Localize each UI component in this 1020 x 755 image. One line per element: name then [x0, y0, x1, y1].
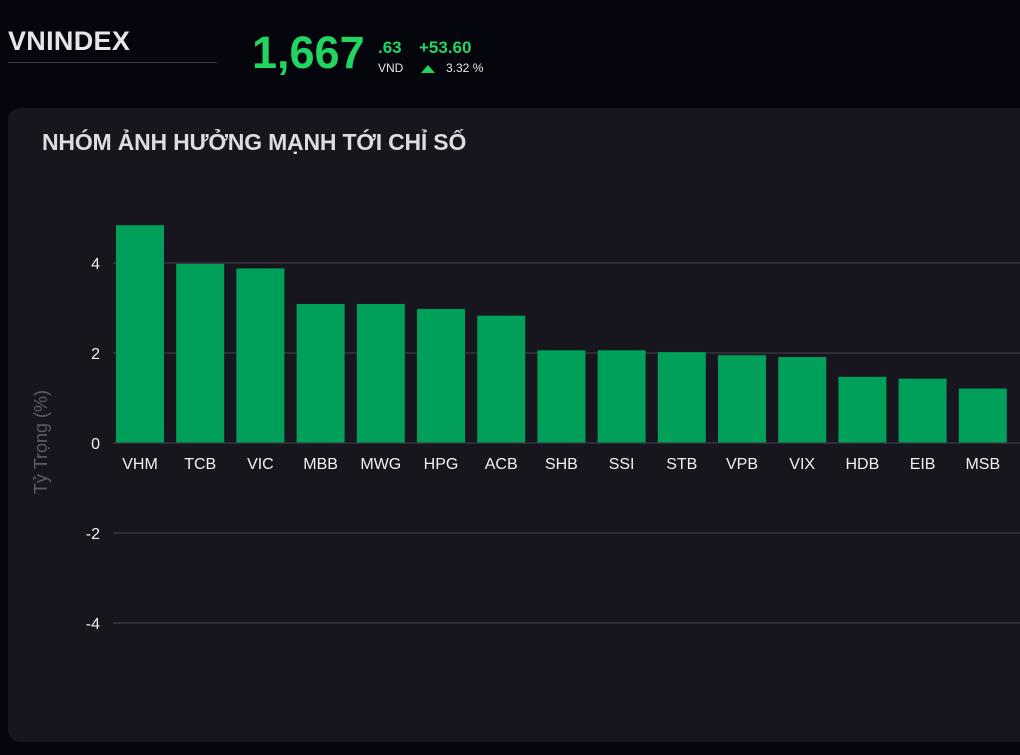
bar-msb[interactable] [958, 388, 1007, 443]
x-tick-label: VIC [247, 456, 274, 473]
x-tick-label: HPG [424, 456, 459, 473]
bar-hdb[interactable] [838, 376, 887, 443]
index-header: VNINDEX 1,667 .63 VND +53.60 3.32 % [0, 0, 1020, 100]
index-name[interactable]: VNINDEX [8, 26, 131, 56]
bar-stb[interactable] [657, 352, 706, 443]
bar-shb[interactable] [537, 350, 586, 443]
bar-vhm[interactable] [116, 225, 164, 443]
x-tick-label: VIX [789, 456, 815, 473]
y-tick-label: 0 [91, 436, 100, 453]
x-tick-label: TCB [184, 456, 216, 473]
y-tick-label: 4 [91, 256, 100, 273]
x-tick-label: VPB [726, 456, 758, 473]
y-tick-label: 2 [91, 346, 100, 363]
x-tick-label: SHB [545, 456, 578, 473]
triangle-up-icon [421, 65, 435, 73]
bar-vpb[interactable] [718, 355, 766, 443]
index-change-percent: 3.32 % [446, 61, 484, 75]
bar-vic[interactable] [236, 268, 285, 443]
x-tick-label: EIB [910, 456, 936, 473]
x-tick-label: MBB [303, 456, 338, 473]
y-tick-label: -4 [86, 616, 100, 633]
x-tick-label: VHM [122, 456, 158, 473]
x-tick-label: STB [666, 456, 697, 473]
y-axis-title: Tỷ Trọng (%) [31, 390, 51, 494]
bar-acb[interactable] [477, 315, 526, 443]
bar-tcb[interactable] [176, 263, 225, 443]
x-tick-label: ACB [485, 456, 518, 473]
bar-vix[interactable] [778, 357, 827, 443]
x-tick-label: HDB [846, 456, 880, 473]
x-tick-label: MWG [360, 456, 401, 473]
panel-title: NHÓM ẢNH HƯỞNG MẠNH TỚI CHỈ SỐ [42, 129, 467, 155]
index-change-value: +53.60 [419, 38, 472, 57]
index-name-underline [8, 62, 217, 63]
y-tick-label: -2 [86, 526, 100, 543]
bar-eib[interactable] [898, 378, 947, 443]
price-currency: VND [378, 61, 404, 75]
bar-hpg[interactable] [417, 308, 465, 443]
x-tick-label: MSB [965, 456, 1000, 473]
bar-mbb[interactable] [296, 303, 345, 443]
bar-mwg[interactable] [356, 303, 405, 443]
index-price: 1,667 [252, 27, 365, 78]
index-price-decimal: .63 [378, 38, 402, 57]
x-tick-label: SSI [609, 456, 635, 473]
bar-ssi[interactable] [597, 350, 646, 443]
